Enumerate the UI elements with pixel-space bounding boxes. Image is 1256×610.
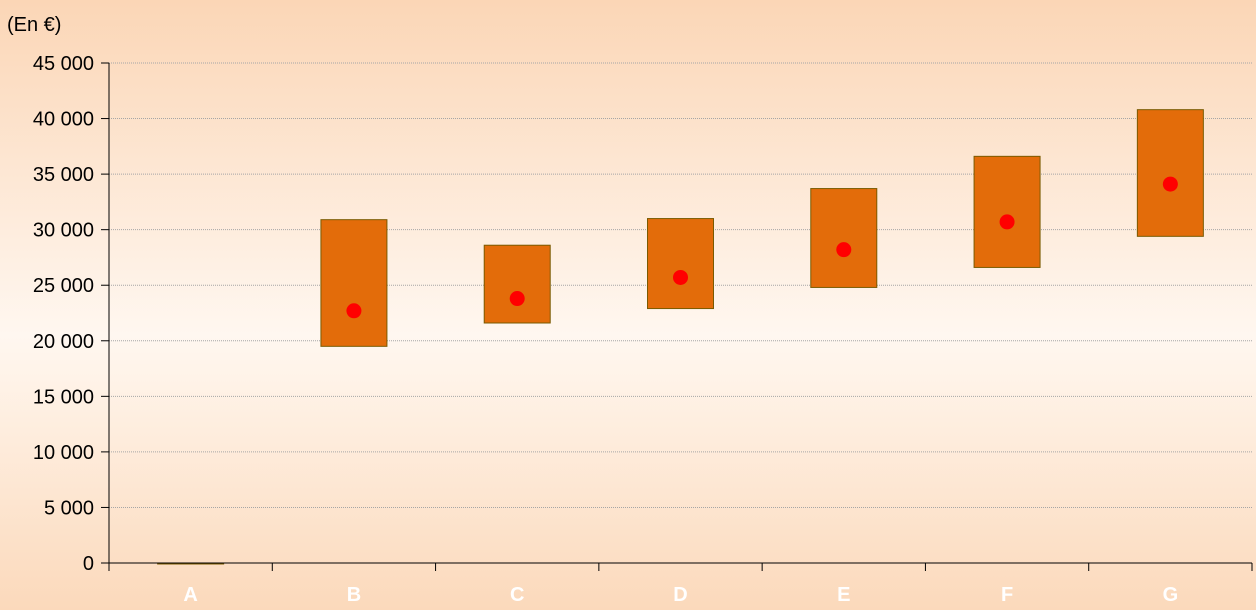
y-tick-label: 35 000 <box>33 164 94 186</box>
axes <box>101 62 1253 571</box>
value-point-b <box>346 303 362 319</box>
value-point-f <box>999 214 1015 230</box>
x-tick-label: D <box>673 584 687 606</box>
value-point-e <box>836 242 852 258</box>
value-point-g <box>1162 176 1178 192</box>
range-bar-f <box>973 155 1041 268</box>
x-tick-label: A <box>183 584 197 606</box>
y-tick-labels: 0 5 000 10 000 15 000 20 000 25 000 30 000 35 0… <box>33 53 94 575</box>
y-tick-label: 20 000 <box>33 331 94 353</box>
x-tick-labels: A B C D E F G <box>183 584 1178 606</box>
range-bar-b <box>320 219 388 347</box>
value-points <box>346 176 1178 319</box>
y-tick-label: 5 000 <box>44 497 94 519</box>
value-point-c <box>509 291 525 307</box>
x-tick-label: F <box>1001 584 1013 606</box>
range-bar-d <box>647 218 714 310</box>
y-tick-label: 0 <box>83 553 94 575</box>
x-tick-label: G <box>1163 584 1179 606</box>
range-bar-e <box>810 188 878 288</box>
y-tick-label: 15 000 <box>33 386 94 408</box>
x-tick-label: E <box>837 584 850 606</box>
x-tick-label: C <box>510 584 524 606</box>
y-axis-unit-label: (En €) <box>7 14 61 36</box>
y-tick-label: 10 000 <box>33 442 94 464</box>
value-point-d <box>673 269 688 285</box>
range-bars <box>157 109 1204 565</box>
y-tick-label: 30 000 <box>33 220 94 242</box>
range-bar-g <box>1136 109 1204 237</box>
range-bar-c <box>483 244 551 324</box>
y-tick-label: 40 000 <box>33 109 94 131</box>
x-tick-label: B <box>347 584 361 606</box>
gridlines <box>109 62 1252 508</box>
y-tick-label: 45 000 <box>33 53 94 75</box>
y-tick-label: 25 000 <box>33 275 94 297</box>
